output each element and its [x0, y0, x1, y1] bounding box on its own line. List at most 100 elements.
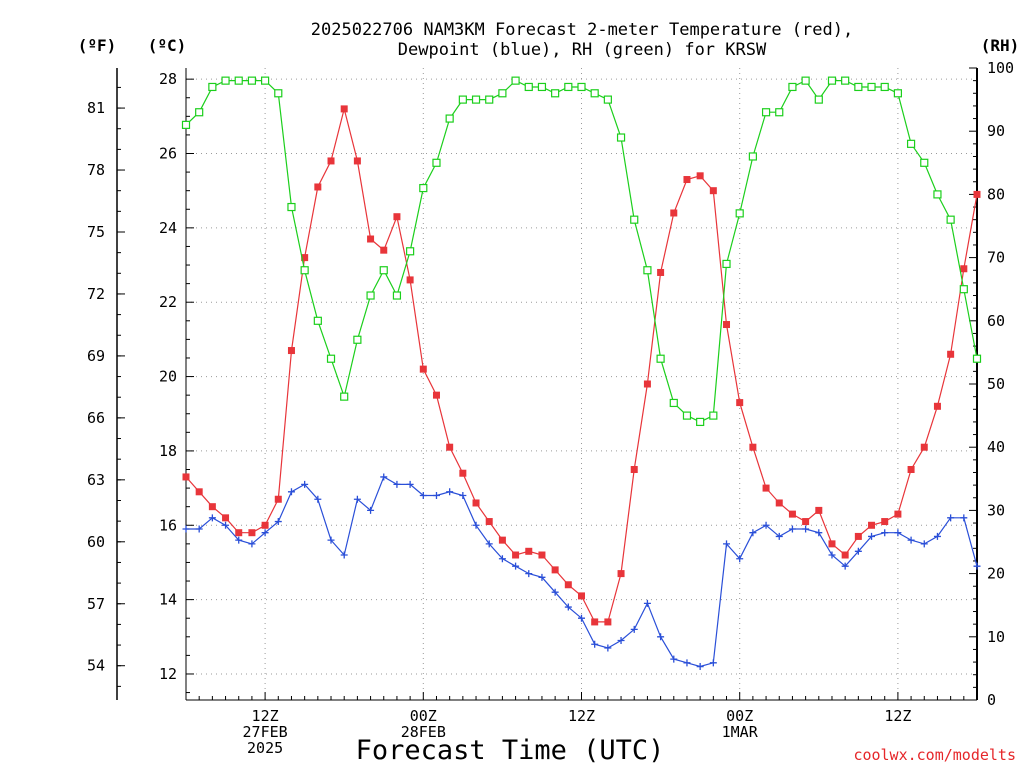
rh-point: [551, 89, 560, 98]
dewpoint-point: [604, 644, 612, 652]
temperature-point: [551, 566, 559, 574]
rh-point: [748, 152, 757, 161]
temperature-point: [485, 518, 493, 526]
rh-point: [867, 82, 876, 92]
fahrenheit-tick-label: 75: [87, 223, 105, 241]
fahrenheit-tick-label: 72: [87, 285, 105, 303]
temperature-point: [578, 592, 585, 600]
dewpoint-point: [498, 555, 506, 563]
x-tick-label: 00Z: [726, 707, 753, 725]
rh-point: [458, 95, 467, 104]
temperature-point: [920, 443, 928, 451]
fahrenheit-axis-unit: (ºF): [78, 36, 117, 55]
temperature-point: [406, 276, 414, 284]
temperature-point: [380, 246, 388, 254]
dewpoint-point: [920, 540, 928, 548]
dewpoint-point: [762, 521, 770, 529]
fahrenheit-tick-label: 60: [87, 533, 105, 551]
rh-tick-label: 10: [987, 628, 1005, 646]
rh-point: [379, 266, 388, 275]
rh-point: [471, 95, 481, 104]
rh-point: [682, 411, 692, 420]
rh-point: [880, 82, 889, 92]
rh-point: [485, 95, 494, 104]
dewpoint-point: [446, 488, 454, 496]
rh-point: [498, 89, 507, 98]
temperature-point: [828, 540, 836, 548]
rh-point: [972, 354, 982, 363]
temperature-point: [630, 466, 638, 474]
rh-tick-label: 30: [987, 501, 1005, 519]
dewpoint-point: [353, 495, 361, 503]
series-temperature: [182, 105, 981, 626]
dewpoint-point: [854, 547, 862, 555]
celsius-tick-label: 24: [159, 219, 177, 237]
rh-point: [893, 89, 903, 98]
rh-point: [353, 335, 362, 344]
temperature-point: [525, 547, 533, 555]
dewpoint-point: [314, 495, 322, 503]
celsius-tick-label: 28: [159, 70, 177, 88]
rh-point: [656, 354, 665, 363]
dewpoint-point: [709, 659, 717, 667]
rh-point: [630, 215, 639, 224]
rh-point: [326, 354, 336, 363]
axes: 12 14 16 18 20 22 24 26 28 54 57 60 63 66 69 72 75 78 81 0 1…: [87, 59, 1014, 709]
rh-tick-label: 70: [987, 249, 1005, 267]
rh-tick-label: 40: [987, 438, 1005, 456]
rh-point: [287, 202, 296, 212]
temperature-point: [327, 157, 335, 165]
x-tick-label: 00Z: [410, 707, 437, 725]
rh-point: [537, 82, 547, 92]
x-tick-label: 12Z: [568, 707, 595, 725]
rh-point: [247, 76, 257, 85]
dewpoint-point: [657, 633, 665, 641]
temperature-point: [815, 506, 823, 514]
grid-lines: [186, 68, 977, 700]
temperature-point: [195, 488, 203, 496]
dewpoint-point: [551, 588, 559, 596]
dewpoint-point: [525, 570, 533, 578]
temperature-point: [617, 570, 625, 578]
temperature-point: [973, 190, 981, 198]
temperature-point: [683, 176, 691, 184]
rh-tick-label: 90: [987, 122, 1005, 140]
dewpoint-point: [828, 551, 836, 559]
dewpoint-point: [182, 525, 190, 533]
rh-point: [775, 108, 784, 117]
temperature-point: [604, 618, 612, 626]
rh-tick-label: 0: [987, 691, 996, 709]
temperature-point: [933, 402, 941, 410]
rh-point: [933, 190, 942, 199]
temperature-point: [709, 187, 717, 195]
temperature-point: [788, 510, 796, 518]
series-rh: [181, 76, 982, 427]
dewpoint-point: [683, 659, 691, 667]
rh-point: [669, 398, 678, 408]
rh-point: [643, 266, 652, 275]
dewpoint-point: [868, 532, 876, 540]
celsius-tick-label: 26: [159, 145, 177, 163]
dewpoint-point: [274, 518, 282, 526]
temperature-point: [723, 321, 731, 329]
celsius-tick-label: 14: [159, 591, 177, 609]
dewpoint-point: [960, 514, 968, 522]
dewpoint-point: [459, 492, 467, 500]
temperature-point: [419, 365, 427, 373]
temperature-point: [472, 499, 480, 507]
fahrenheit-tick-label: 66: [87, 409, 105, 427]
series-dewpoint: [182, 473, 981, 671]
rh-point: [841, 76, 850, 85]
dewpoint-point: [222, 521, 230, 529]
dewpoint-point: [472, 521, 480, 529]
temperature-point: [301, 254, 309, 262]
temperature-point: [512, 551, 520, 559]
temperature-point: [854, 532, 862, 540]
celsius-tick-label: 22: [159, 293, 177, 311]
temperature-point: [538, 551, 546, 559]
temperature-point: [274, 495, 282, 503]
temperature-point: [367, 235, 375, 243]
rh-point: [274, 89, 283, 98]
